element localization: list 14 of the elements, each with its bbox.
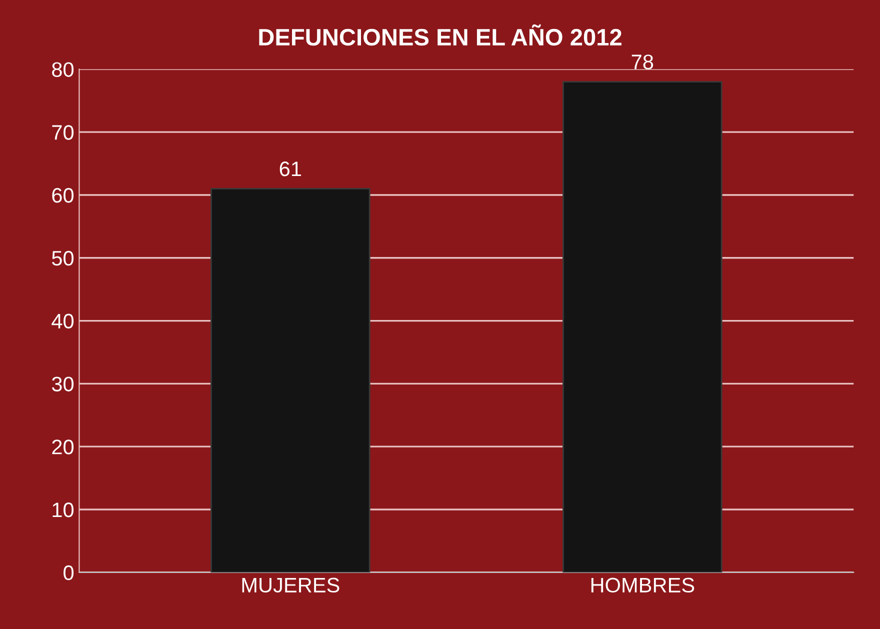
- y-tick-label: 50: [52, 250, 74, 266]
- x-tick-label: MUJERES: [242, 578, 340, 593]
- y-tick-label: 40: [52, 314, 74, 329]
- y-tick-label: 0: [64, 565, 74, 580]
- y-tick-label: 70: [52, 125, 74, 140]
- y-tick-label: 80: [52, 62, 74, 77]
- chart-title: DEFUNCIONES EN EL AÑO 2012: [259, 24, 622, 46]
- x-tick-label: HOMBRES: [591, 578, 694, 593]
- data-label: 61: [280, 161, 301, 176]
- y-tick-label: 10: [52, 502, 74, 518]
- data-label: 78: [632, 54, 654, 70]
- y-tick-label: 30: [52, 376, 74, 392]
- y-tick-label: 60: [52, 188, 74, 203]
- y-tick-label: 20: [52, 440, 74, 454]
